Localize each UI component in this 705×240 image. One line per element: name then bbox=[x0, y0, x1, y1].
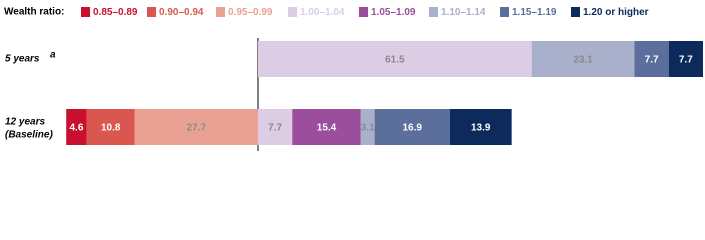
legend-label: 1.05–1.09 bbox=[371, 7, 416, 18]
legend-title: Wealth ratio: bbox=[4, 7, 64, 18]
category-label: 5 years bbox=[5, 54, 40, 65]
value-label: 10.8 bbox=[101, 123, 121, 134]
legend-swatch bbox=[147, 7, 156, 17]
value-label: 13.9 bbox=[471, 123, 491, 134]
legend-label: 0.90–0.94 bbox=[159, 7, 204, 18]
bar-segment bbox=[360, 109, 375, 145]
value-label: 7.7 bbox=[268, 123, 282, 134]
bar-segment bbox=[66, 109, 87, 145]
legend-swatch bbox=[571, 7, 580, 17]
legend-swatch bbox=[81, 7, 90, 17]
chart: Wealth ratio: 0.85–0.89 0.90–0.94 0.95–0.9… bbox=[4, 7, 703, 151]
value-label: 61.5 bbox=[385, 55, 405, 66]
value-label: 16.9 bbox=[402, 123, 422, 134]
legend-swatch bbox=[216, 7, 225, 17]
legend-label: 1.15–1.19 bbox=[512, 7, 557, 18]
bar-segment bbox=[258, 41, 532, 77]
legend-swatch bbox=[288, 7, 297, 17]
legend-label: 0.85–0.89 bbox=[93, 7, 138, 18]
legend-swatch bbox=[359, 7, 368, 17]
value-label: 3.1 bbox=[361, 123, 375, 134]
value-label: 15.4 bbox=[317, 123, 337, 134]
bar-segment bbox=[531, 41, 635, 77]
bar-segment bbox=[374, 109, 450, 145]
legend-label: 1.20 or higher bbox=[583, 7, 649, 18]
value-label: 7.7 bbox=[679, 55, 693, 66]
bar-segment bbox=[634, 41, 669, 77]
bar-segment bbox=[292, 109, 361, 145]
category-superscript: a bbox=[50, 50, 56, 61]
value-label: 7.7 bbox=[645, 55, 659, 66]
legend-swatch bbox=[500, 7, 509, 17]
category-sublabel: (Baseline) bbox=[5, 130, 53, 141]
legend-label: 1.10–1.14 bbox=[441, 7, 486, 18]
bar-segment bbox=[449, 109, 512, 145]
bar-segment bbox=[134, 109, 258, 145]
legend-label: 0.95–0.99 bbox=[228, 7, 273, 18]
legend-swatch bbox=[429, 7, 438, 17]
bar-segment bbox=[258, 109, 293, 145]
legend-label: 1.00–1.04 bbox=[300, 7, 345, 18]
value-label: 23.1 bbox=[573, 55, 593, 66]
value-label: 27.7 bbox=[187, 123, 207, 134]
bar-segment bbox=[86, 109, 135, 145]
value-label: 4.6 bbox=[69, 123, 83, 134]
category-label: 12 years bbox=[5, 117, 45, 128]
bar-segment bbox=[668, 41, 703, 77]
